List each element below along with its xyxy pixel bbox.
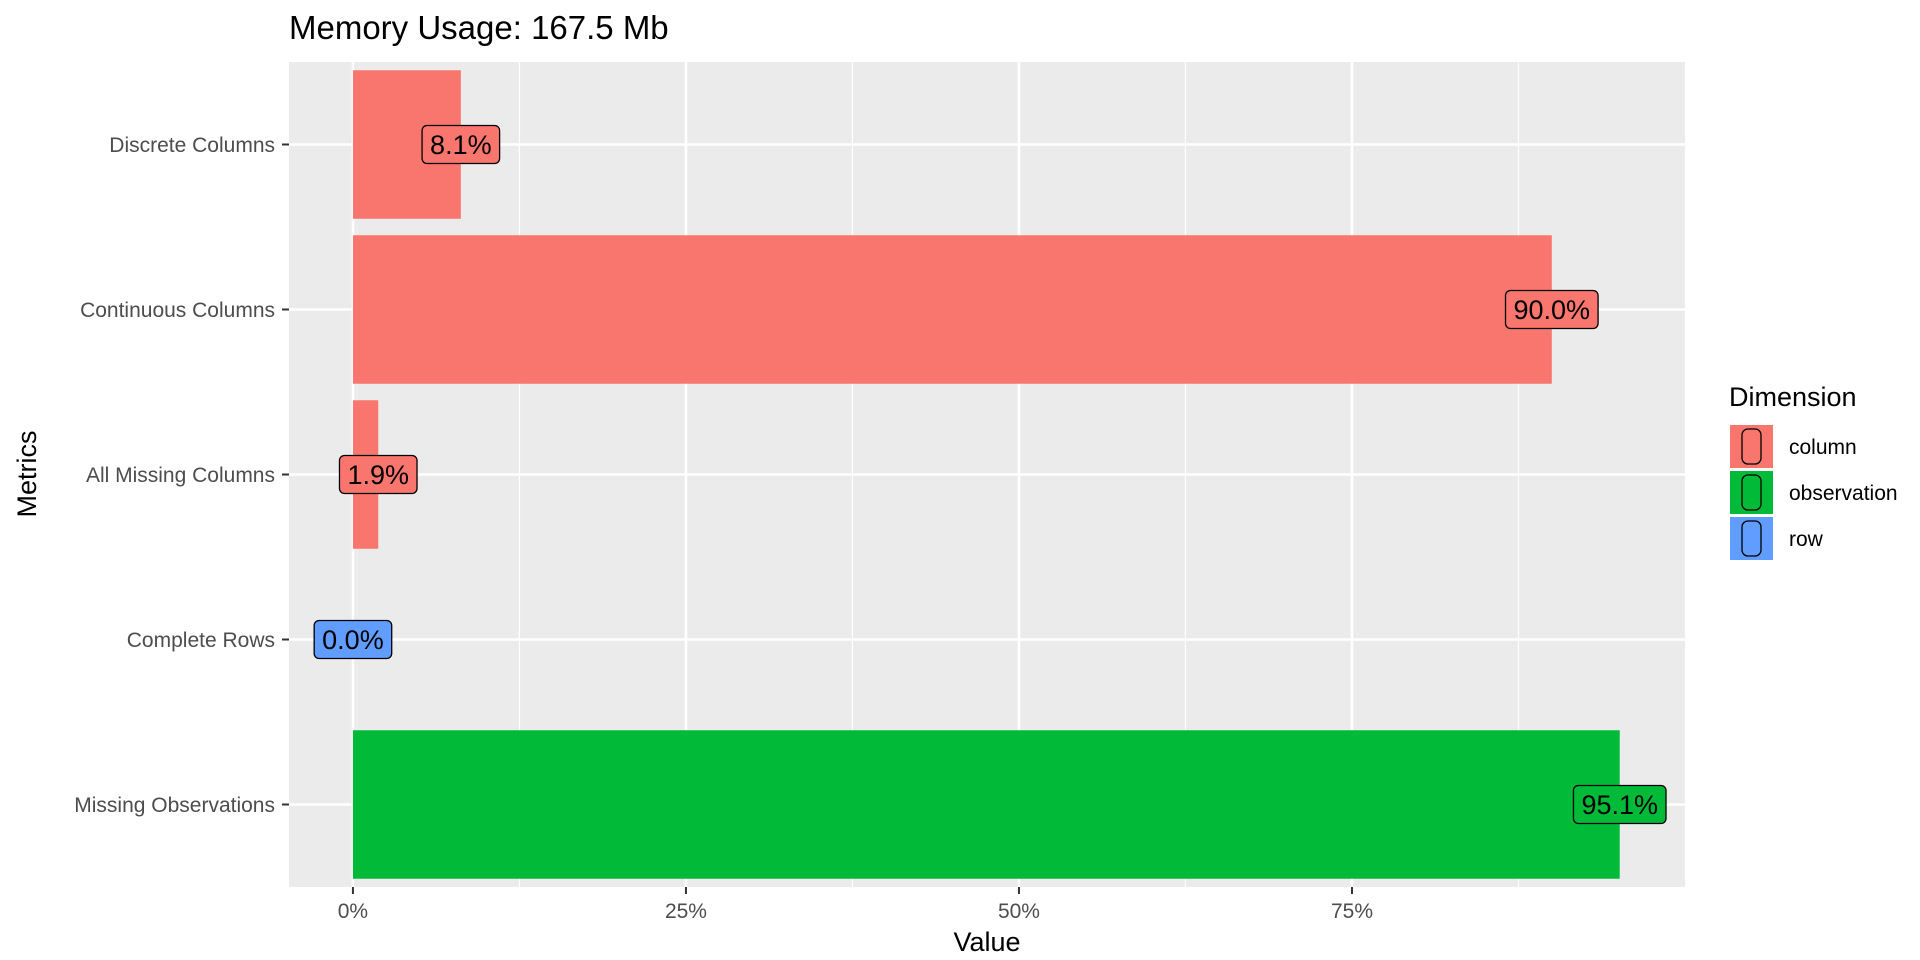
y-tick-label: All Missing Columns	[86, 464, 275, 487]
data-label-text: 90.0%	[1514, 295, 1591, 325]
legend-label: observation	[1789, 482, 1898, 505]
data-label-text: 8.1%	[430, 130, 492, 160]
chart-title: Memory Usage: 167.5 Mb	[289, 9, 669, 46]
data-label-0: 8.1%	[421, 124, 501, 165]
data-label-box	[338, 454, 418, 495]
data-label-box	[1504, 289, 1599, 330]
legend-item-observation: observation	[1728, 469, 1898, 516]
bars	[352, 70, 1620, 879]
data-labels: 8.1% 90.0% 1.9% 0.0% 95.1%	[313, 124, 1667, 825]
legend-label: row	[1789, 528, 1824, 551]
legend-key-glyph	[1741, 474, 1762, 511]
data-label-box	[421, 124, 501, 165]
y-axis: Discrete Columns Continuous Columns All Mi…	[74, 134, 289, 817]
legend-item-column: column	[1728, 423, 1857, 470]
data-label-3: 0.0%	[313, 619, 393, 660]
y-tick-label: Missing Observations	[74, 794, 275, 817]
bar-4	[352, 730, 1620, 879]
y-tick-label: Discrete Columns	[109, 134, 275, 157]
data-label-text: 95.1%	[1581, 790, 1658, 820]
bar-1	[352, 235, 1552, 384]
x-axis: 0% 25% 50% 75%	[338, 887, 1373, 923]
y-tick-label: Continuous Columns	[80, 299, 275, 322]
y-tick-label: Complete Rows	[127, 629, 275, 652]
data-label-box	[313, 619, 393, 660]
legend-key-glyph	[1741, 428, 1762, 465]
x-axis-title: Value	[953, 927, 1020, 957]
legend-title: Dimension	[1729, 382, 1857, 412]
legend-item-row: row	[1728, 515, 1824, 562]
legend-label: column	[1789, 436, 1857, 459]
legend-key-glyph	[1741, 520, 1762, 557]
data-label-1: 90.0%	[1504, 289, 1599, 330]
y-axis-title: Metrics	[12, 431, 42, 518]
data-label-2: 1.9%	[338, 454, 418, 495]
data-label-box	[1572, 784, 1667, 825]
data-label-4: 95.1%	[1572, 784, 1667, 825]
x-tick-label: 75%	[1331, 900, 1373, 923]
legend: Dimension column observation row	[1728, 382, 1898, 562]
x-tick-label: 50%	[998, 900, 1040, 923]
data-label-text: 1.9%	[347, 460, 409, 490]
x-tick-label: 0%	[338, 900, 368, 923]
data-label-text: 0.0%	[322, 625, 384, 655]
x-tick-label: 25%	[665, 900, 707, 923]
